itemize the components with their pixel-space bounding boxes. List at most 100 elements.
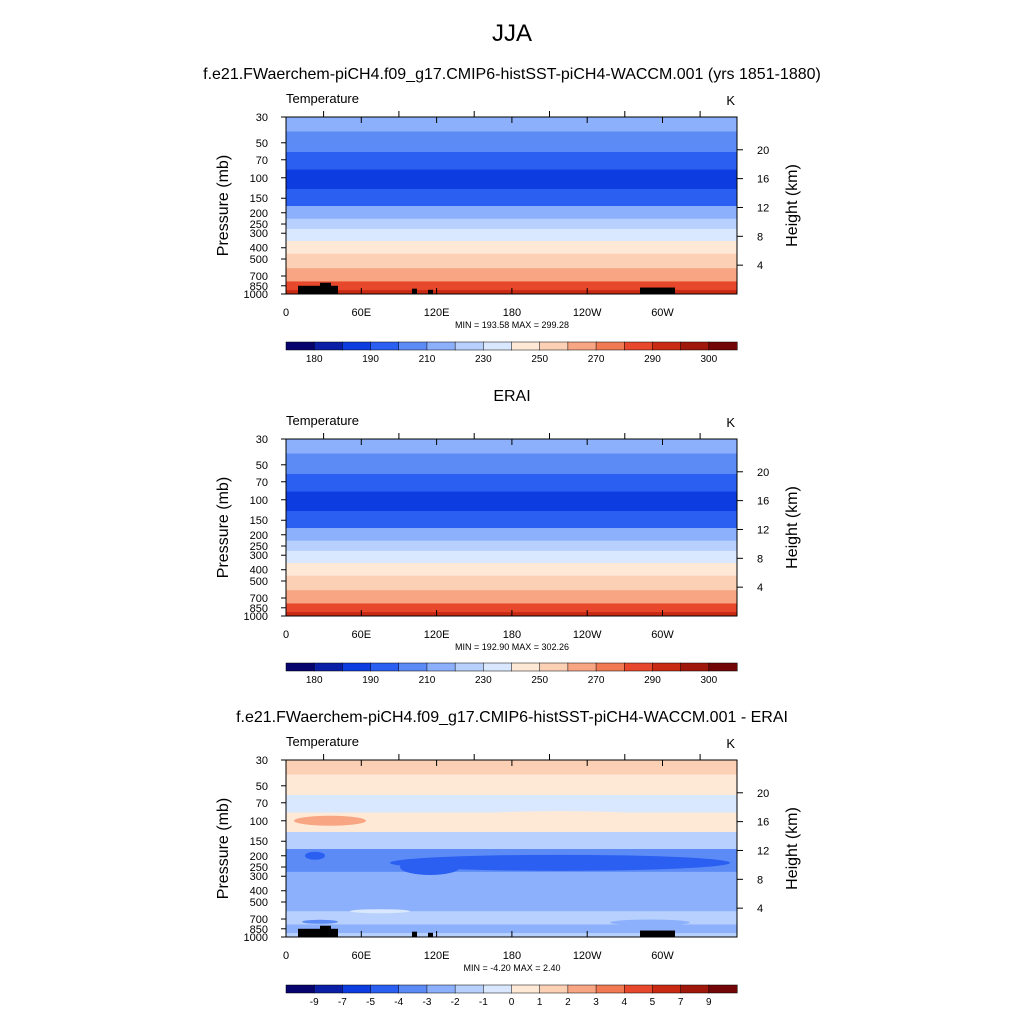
colorbar-swatch (652, 662, 682, 672)
height-tick-label: 20 (757, 788, 769, 800)
colorbar-swatch (624, 984, 653, 994)
contour-band-50 (286, 453, 737, 475)
y-tick-label: 70 (256, 155, 268, 167)
colorbar-label: 270 (588, 354, 605, 365)
height-tick-label: 20 (757, 467, 769, 479)
colorbar-swatch (483, 984, 513, 994)
colorbar-label: 180 (306, 354, 323, 365)
colorbar-swatch (398, 984, 428, 994)
colorbar-swatch (708, 662, 738, 672)
colorbar-swatch (624, 662, 653, 672)
colorbar-swatch (426, 341, 456, 351)
chart-panel-2: ERAI Temperature K 0 60E 120E 180 120W 60W 30 50 70… (215, 388, 801, 686)
colorbar-swatch (342, 984, 372, 994)
height-tick-label: 20 (757, 145, 769, 157)
contour-blob (302, 919, 338, 924)
y-tick-label: 30 (256, 112, 268, 124)
contour-band-100 (286, 491, 737, 512)
contour-band-700 (286, 268, 737, 282)
height-tick-label: 8 (757, 553, 763, 565)
colorbar-swatch (426, 984, 456, 994)
contour-band-400 (286, 884, 737, 898)
y-tick-label: 50 (256, 138, 268, 150)
page-title: JJA (491, 20, 532, 47)
contour-band-30 (286, 117, 737, 133)
contour-band-500 (286, 896, 737, 912)
contour-band-70 (286, 794, 737, 814)
colorbar-swatch (313, 984, 343, 994)
y-tick-label: 500 (250, 576, 268, 588)
colorbar-swatch (680, 984, 710, 994)
contour-blob (294, 815, 366, 826)
contour-blob (305, 851, 325, 860)
x-tick-label: 180 (503, 950, 521, 962)
colorbar-swatch (539, 984, 569, 994)
colorbar-label: 230 (475, 354, 492, 365)
colorbar-swatch (539, 662, 569, 672)
x-tick-label: 120W (573, 307, 602, 319)
x-tick-label: 60W (651, 629, 674, 641)
y-tick-label: 250 (250, 541, 268, 553)
stats-label: MIN = -4.20 MAX = 2.40 (463, 963, 560, 973)
colorbar-label: 2 (565, 997, 571, 1008)
colorbar-swatch (342, 341, 372, 351)
colorbar-swatch (652, 984, 682, 994)
contour-band-850 (286, 603, 737, 613)
contour-blob (390, 854, 730, 871)
colorbar-swatch (454, 984, 484, 994)
colorbar-swatch (285, 662, 315, 672)
y-tick-label: 150 (250, 193, 268, 205)
y-tick-label: 150 (250, 836, 268, 848)
colorbar-swatch (483, 662, 513, 672)
y-tick-label: 1000 (244, 611, 268, 623)
colorbar: -9 -7 -5 -4 -3 -2 -1 0 1 2 3 4 5 7 9 (285, 984, 738, 1008)
colorbar-label: -2 (451, 997, 460, 1008)
y-tick-label: 850 (250, 924, 268, 936)
x-tick-label: 0 (283, 950, 289, 962)
contour-band-30 (286, 760, 737, 776)
y-tick-label: 400 (250, 565, 268, 577)
y-tick-label: 100 (250, 173, 268, 185)
colorbar-label: 4 (621, 997, 627, 1008)
contour-band-70 (286, 473, 737, 493)
colorbar-label: 210 (419, 675, 436, 686)
contour-band-300 (286, 871, 737, 885)
colorbar-swatch (624, 341, 653, 351)
colorbar-swatch (680, 341, 710, 351)
contour-band-100 (286, 169, 737, 190)
contour-band-300 (286, 550, 737, 564)
contour-band-250 (286, 218, 737, 230)
colorbar-label: 9 (706, 997, 712, 1008)
units-label: K (726, 736, 735, 751)
colorbar-swatch (313, 341, 343, 351)
y-tick-label: 1000 (244, 932, 268, 944)
y-tick-label: 250 (250, 862, 268, 874)
colorbar-swatch (708, 341, 738, 351)
colorbar-label: -7 (338, 997, 347, 1008)
x-tick-label: 60W (651, 950, 674, 962)
y-axis-label-right: Height (km) (784, 807, 801, 890)
colorbar-swatch (285, 341, 315, 351)
heatmap-fill (286, 760, 737, 937)
colorbar-swatch (567, 341, 597, 351)
colorbar-swatch (511, 662, 541, 672)
variable-label: Temperature (286, 413, 359, 428)
colorbar-label: 300 (700, 354, 717, 365)
y-axis-label: Pressure (mb) (215, 477, 232, 578)
y-tick-label: 300 (250, 871, 268, 883)
colorbar-swatch (370, 984, 400, 994)
height-tick-label: 12 (757, 845, 769, 857)
colorbar-label: -5 (366, 997, 375, 1008)
colorbar-swatch (370, 341, 400, 351)
x-tick-label: 120W (573, 950, 602, 962)
colorbar-swatch (342, 662, 372, 672)
colorbar-label: 0 (509, 997, 515, 1008)
contour-band-400 (286, 563, 737, 577)
y-tick-label: 250 (250, 219, 268, 231)
contour-band-150 (286, 832, 737, 850)
stats-label: MIN = 192.90 MAX = 302.26 (455, 642, 569, 652)
contour-blob (360, 835, 400, 848)
contour-band-850 (286, 924, 737, 934)
colorbar: 180 190 210 230 250 270 290 300 (285, 662, 738, 686)
y-axis-label-right: Height (km) (784, 164, 801, 247)
